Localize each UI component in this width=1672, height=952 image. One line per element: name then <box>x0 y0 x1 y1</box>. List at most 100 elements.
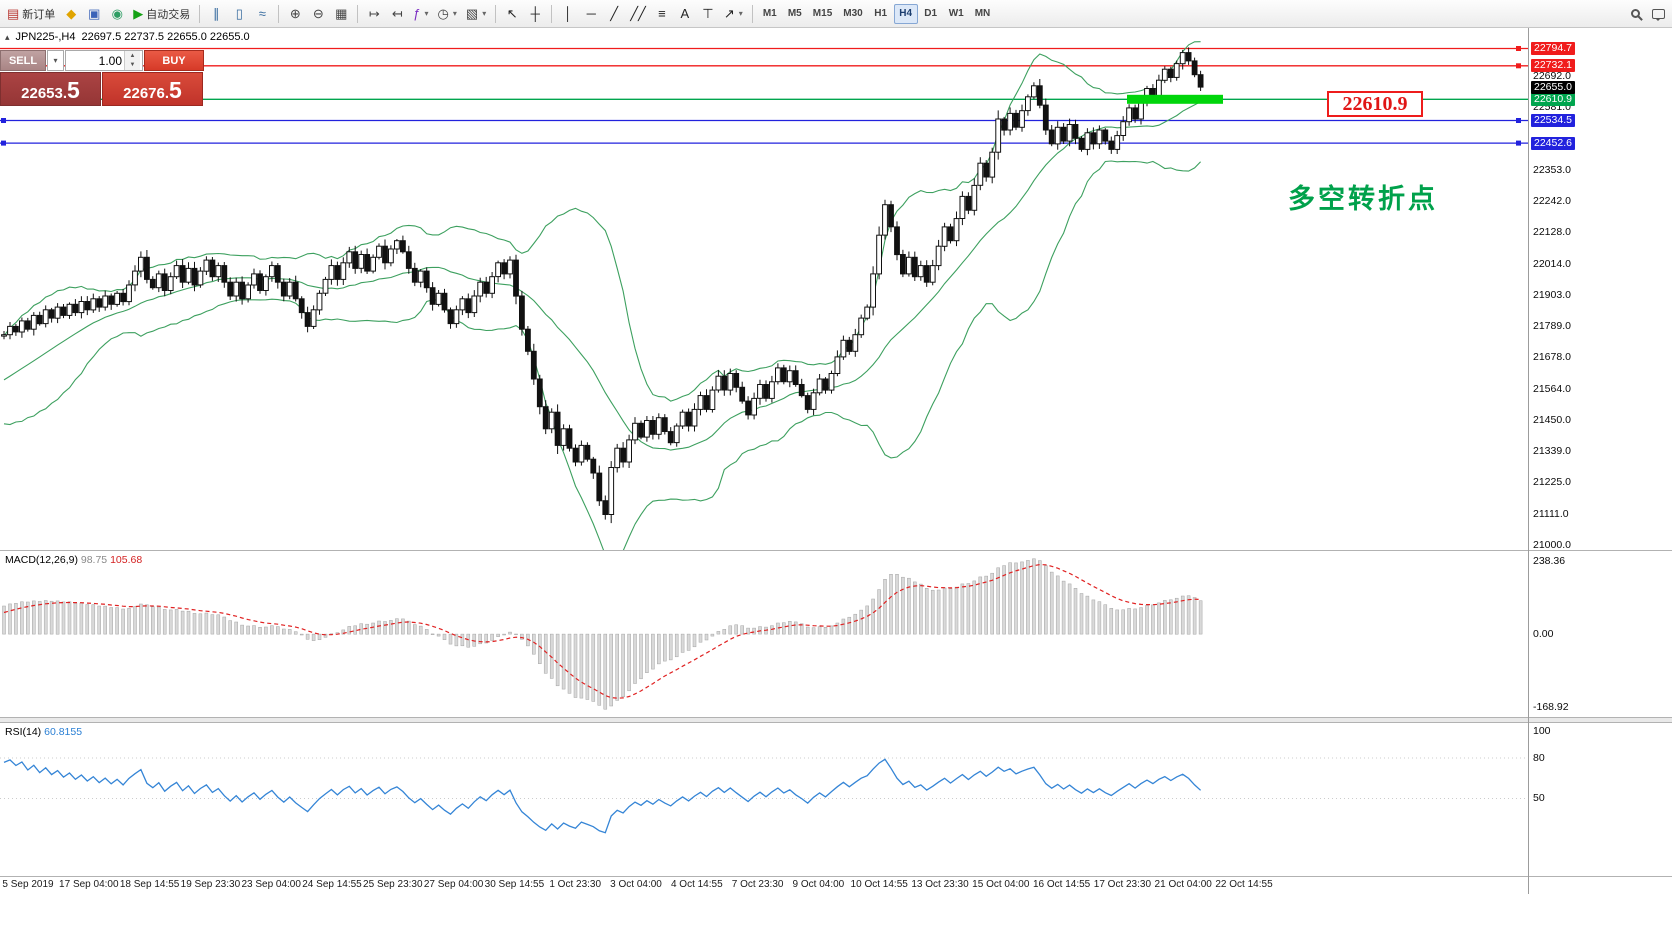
toolbar-separator <box>551 4 553 23</box>
line-handle[interactable] <box>1516 118 1521 123</box>
rsi-panel <box>0 757 1528 834</box>
highlight-level-bar[interactable] <box>1127 94 1223 104</box>
panel-separator[interactable] <box>0 876 1672 877</box>
sell-price-tile[interactable]: 22653. 5 <box>0 72 101 106</box>
timeframe-m5-button[interactable]: M5 <box>787 8 802 19</box>
volume-field: ▲ ▼ <box>65 50 143 71</box>
crosshair-button[interactable]: ┼ <box>524 3 546 25</box>
candlestick-chart-button[interactable]: ▯ <box>228 3 250 25</box>
auto-scroll-icon: ↦ <box>368 6 380 21</box>
line-price-label: 22794.7 <box>1531 42 1575 55</box>
line-handle[interactable] <box>1516 46 1521 51</box>
date-label: 22 Oct 14:55 <box>1215 879 1273 890</box>
line-handle[interactable] <box>1 118 6 123</box>
volume-input[interactable] <box>66 51 124 70</box>
date-label: 23 Sep 04:00 <box>241 879 301 890</box>
horizontal-line-button[interactable]: ─ <box>580 3 602 25</box>
zoom-in-button[interactable]: ⊕ <box>284 3 306 25</box>
rsi-label: RSI(14) 60.8155 <box>5 726 82 738</box>
line-handle[interactable] <box>1516 63 1521 69</box>
volume-decrease-button[interactable]: ▼ <box>125 60 140 70</box>
new-order-button[interactable]: ▤ 新订单 <box>3 3 59 25</box>
periods-icon: ◷ <box>437 6 449 21</box>
timeframe-w1-button[interactable]: W1 <box>948 8 964 19</box>
channel-button[interactable]: ╱╱ <box>626 3 650 25</box>
rsi-scale-100: 100 <box>1533 724 1551 737</box>
buy-button[interactable]: BUY <box>144 50 204 71</box>
indicators-button[interactable]: ƒ ▾ <box>409 3 432 25</box>
auto-trading-button[interactable]: ▶ 自动交易 <box>129 3 194 25</box>
tile-windows-button[interactable]: ▦ <box>330 3 352 25</box>
turning-point-annotation[interactable]: 多空转折点 <box>1288 184 1438 214</box>
date-label: 1 Oct 23:30 <box>549 879 602 890</box>
macd-histogram <box>2 558 1203 710</box>
text-button[interactable]: A <box>674 3 696 25</box>
fibonacci-button[interactable]: ≡ <box>651 3 673 25</box>
chart-shift-button[interactable]: ↤ <box>386 3 408 25</box>
templates-button[interactable]: ▧ ▾ <box>462 3 490 25</box>
price-tick-label: 21339.0 <box>1533 444 1571 457</box>
line-chart-button[interactable]: ≈ <box>251 3 273 25</box>
sell-price-main: 22653. <box>21 85 68 102</box>
date-label: 7 Oct 23:30 <box>731 879 784 890</box>
auto-trading-icon: ▶ <box>133 6 144 21</box>
timeframe-h1-button[interactable]: H1 <box>874 8 888 19</box>
periods-button[interactable]: ◷ ▾ <box>434 3 461 25</box>
bar-chart-button[interactable]: ∥ <box>205 3 227 25</box>
date-label: 4 Oct 14:55 <box>670 879 723 890</box>
data-window-icon: ▣ <box>88 6 101 21</box>
date-label: 16 Oct 14:55 <box>1032 879 1091 890</box>
sell-button[interactable]: SELL <box>0 50 46 71</box>
toolbar-separator <box>199 4 201 23</box>
timeframe-h4-button[interactable]: H4 <box>893 3 918 24</box>
dropdown-caret-icon: ▾ <box>452 9 457 18</box>
date-label: 19 Sep 23:30 <box>180 879 241 890</box>
buy-price-tile[interactable]: 22676. 5 <box>102 72 203 106</box>
price-tick-label: 21564.0 <box>1533 382 1571 395</box>
timeframe-m1-button[interactable]: M1 <box>762 8 777 19</box>
trendline-button[interactable]: ╱ <box>603 3 625 25</box>
arrows-button[interactable]: ↗ ▾ <box>720 3 747 25</box>
line-handle[interactable] <box>1516 140 1521 146</box>
price-tick-label: 22242.0 <box>1533 194 1571 207</box>
vertical-line-button[interactable]: │ <box>557 3 579 25</box>
panel-separator[interactable] <box>0 717 1672 723</box>
candles-layer <box>1 47 1204 524</box>
navigator-button[interactable]: ◉ <box>106 3 128 25</box>
volume-dropdown-button[interactable]: ▾ <box>47 50 64 71</box>
data-window-button[interactable]: ▣ <box>83 3 105 25</box>
timeframe-m15-button[interactable]: M15 <box>812 8 833 19</box>
line-price-label: 22732.1 <box>1531 59 1575 73</box>
new-order-button-label: 新订单 <box>22 8 56 21</box>
line-handle[interactable] <box>1 140 6 146</box>
date-label: 21 Oct 04:00 <box>1154 879 1212 890</box>
search-button[interactable] <box>1624 3 1646 25</box>
date-label: 25 Sep 23:30 <box>363 879 423 890</box>
price-level-annotation[interactable]: 22610.9 <box>1327 91 1423 117</box>
zoom-out-button[interactable]: ⊖ <box>307 3 329 25</box>
market-watch-button[interactable]: ◆ <box>60 3 82 25</box>
timeframe-mn-button[interactable]: MN <box>974 8 991 19</box>
cursor-button[interactable]: ↖ <box>501 3 523 25</box>
toolbar-separator <box>357 4 359 23</box>
one-click-toggle-icon[interactable]: ▴ <box>5 31 10 42</box>
axis-separator <box>1528 28 1529 894</box>
timeframe-d1-button[interactable]: D1 <box>924 8 938 19</box>
text-icon: A <box>680 6 690 21</box>
buy-price-main: 22676. <box>123 85 170 102</box>
date-label: 13 Oct 23:30 <box>911 879 969 890</box>
text-label-button[interactable]: ⊤ <box>697 3 719 25</box>
timeframe-m30-button[interactable]: M30 <box>843 8 863 19</box>
price-axis: 22692.0 22581.0 22353.0 22242.0 22128.0 22014… <box>1529 28 1671 894</box>
fibonacci-icon: ≡ <box>658 6 666 21</box>
chat-button[interactable] <box>1647 3 1669 25</box>
zoom-in-icon: ⊕ <box>289 6 301 21</box>
panel-separator[interactable] <box>0 550 1672 551</box>
auto-scroll-button[interactable]: ↦ <box>363 3 385 25</box>
macd-label: MACD(12,26,9) 98.75 105.68 <box>5 554 142 566</box>
date-label: 10 Oct 14:55 <box>850 879 908 890</box>
volume-increase-button[interactable]: ▲ <box>125 51 140 61</box>
price-tick-label: 22692.0 <box>1533 70 1571 83</box>
zoom-out-icon: ⊖ <box>312 6 324 21</box>
